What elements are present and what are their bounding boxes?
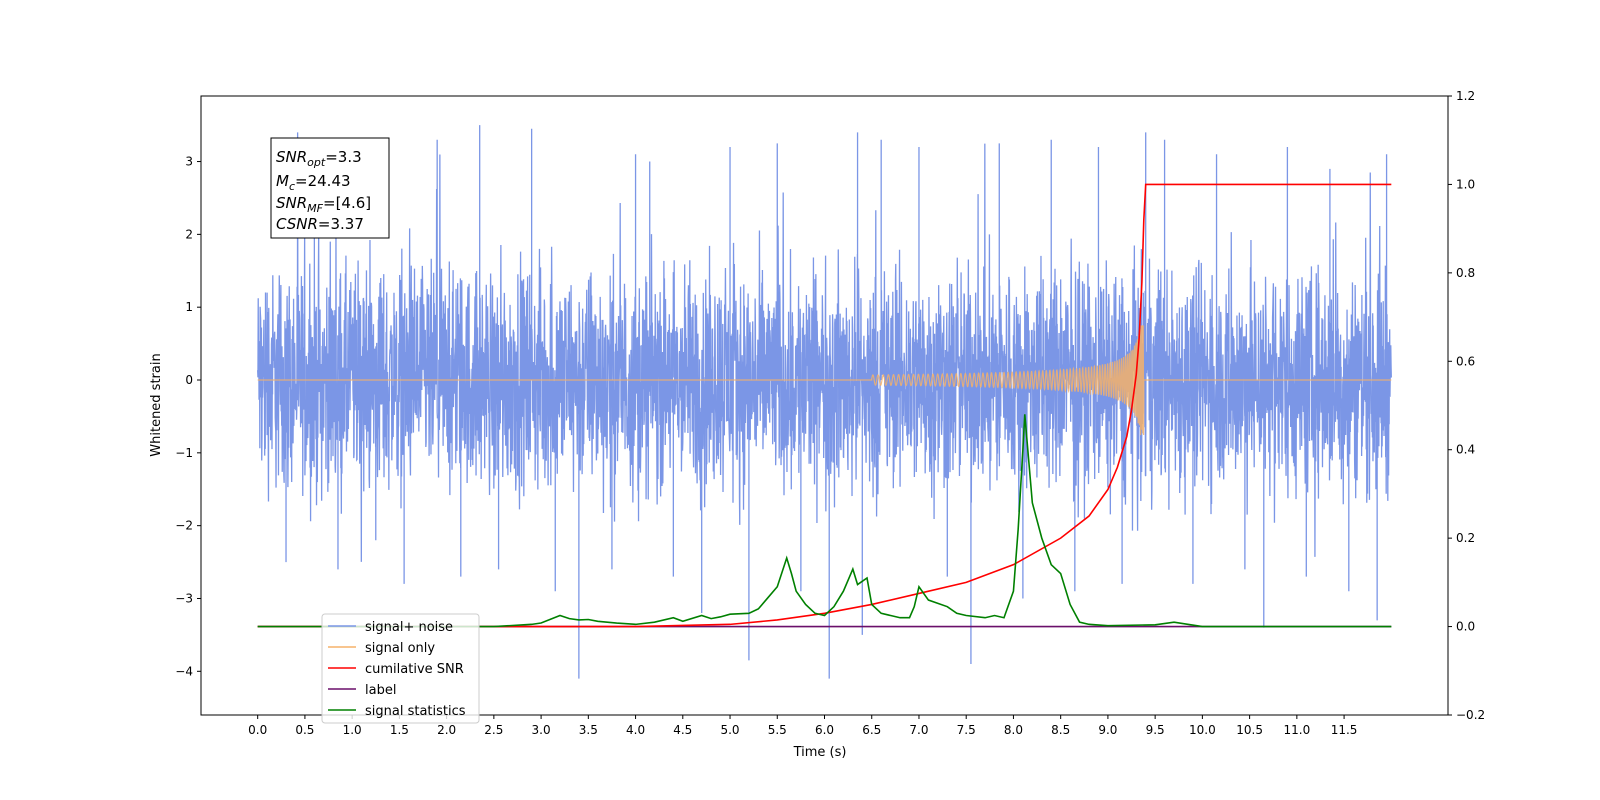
x-tick-label: 0.5 xyxy=(295,723,314,737)
x-tick-label: 8.5 xyxy=(1051,723,1070,737)
series-signal-noise xyxy=(257,125,1392,679)
x-tick-label: 10.5 xyxy=(1236,723,1263,737)
series-signal-statistics xyxy=(257,414,1392,628)
x-tick-label: 1.0 xyxy=(343,723,362,737)
x-tick-label: 1.5 xyxy=(390,723,409,737)
x-tick-label: 10.0 xyxy=(1189,723,1216,737)
x-tick-label: 11.5 xyxy=(1331,723,1358,737)
y2-tick-label: 1.2 xyxy=(1456,89,1475,103)
y-tick-label: −3 xyxy=(175,591,193,605)
legend-label-cumulative-snr: cumilative SNR xyxy=(365,662,464,677)
x-tick-label: 2.5 xyxy=(484,723,503,737)
legend-label-signal-only: signal only xyxy=(365,641,435,656)
series-signal-only xyxy=(257,325,1392,436)
x-tick-label: 4.0 xyxy=(626,723,645,737)
legend-label-signal-statistics: signal statistics xyxy=(365,704,466,719)
x-tick-label: 0.0 xyxy=(248,723,267,737)
x-tick-label: 7.5 xyxy=(957,723,976,737)
y-tick-label: 0 xyxy=(185,373,193,387)
y2-tick-label: −0.2 xyxy=(1456,708,1485,722)
x-tick-label: 9.5 xyxy=(1146,723,1165,737)
series-cumilative-snr xyxy=(257,183,1392,628)
x-tick-label: 8.0 xyxy=(1004,723,1023,737)
y2-tick-label: 1.0 xyxy=(1456,177,1475,191)
x-tick-label: 4.5 xyxy=(673,723,692,737)
x-tick-label: 3.5 xyxy=(579,723,598,737)
legend-label-label: label xyxy=(365,683,396,698)
annotation-snr-opt: SNRopt=3.3 xyxy=(276,148,362,169)
y-tick-label: −2 xyxy=(175,519,193,533)
y-tick-label: −1 xyxy=(175,446,193,460)
axis-ticks: 0.0 0.5 1.0 1.5 2.0 2.5 3.0 3.5 4.0 4.5 5.0 5.5 6.0 6… xyxy=(175,89,1485,737)
y-tick-label: 2 xyxy=(185,227,193,241)
legend-frame xyxy=(321,613,480,724)
annotation-mc: Mc=24.43 xyxy=(276,172,351,193)
plot-area xyxy=(257,125,1392,679)
x-tick-label: 9.0 xyxy=(1098,723,1117,737)
annotation-csnr: CSNR=3.37 xyxy=(276,215,364,233)
legend: signal+ noise signal only cumilative SNR… xyxy=(321,613,480,724)
y-tick-label: −4 xyxy=(175,664,193,678)
x-tick-label: 2.0 xyxy=(437,723,456,737)
annotation-frame xyxy=(270,137,390,239)
y-axis-label: Whitened strain xyxy=(149,353,164,456)
y2-tick-label: 0.8 xyxy=(1456,266,1475,280)
x-tick-label: 5.0 xyxy=(720,723,739,737)
y-tick-label: 3 xyxy=(185,155,193,169)
annotation-box: SNRopt=3.3 Mc=24.43 SNRMF=[4.6] CSNR=3.3… xyxy=(270,137,390,239)
x-axis-label: Time (s) xyxy=(793,745,847,760)
x-tick-label: 6.0 xyxy=(815,723,834,737)
y2-tick-label: 0.6 xyxy=(1456,354,1475,368)
x-tick-label: 7.0 xyxy=(909,723,928,737)
legend-label-signal-noise: signal+ noise xyxy=(365,620,453,635)
y2-tick-label: 0.2 xyxy=(1456,531,1475,545)
annotation-snr-mf: SNRMF=[4.6] xyxy=(276,194,371,215)
x-tick-label: 11.0 xyxy=(1283,723,1310,737)
y2-tick-label: 0.4 xyxy=(1456,443,1475,457)
x-tick-label: 6.5 xyxy=(862,723,881,737)
x-tick-label: 5.5 xyxy=(768,723,787,737)
y2-tick-label: 0.0 xyxy=(1456,620,1475,634)
y-tick-label: 1 xyxy=(185,300,193,314)
x-tick-label: 3.0 xyxy=(532,723,551,737)
